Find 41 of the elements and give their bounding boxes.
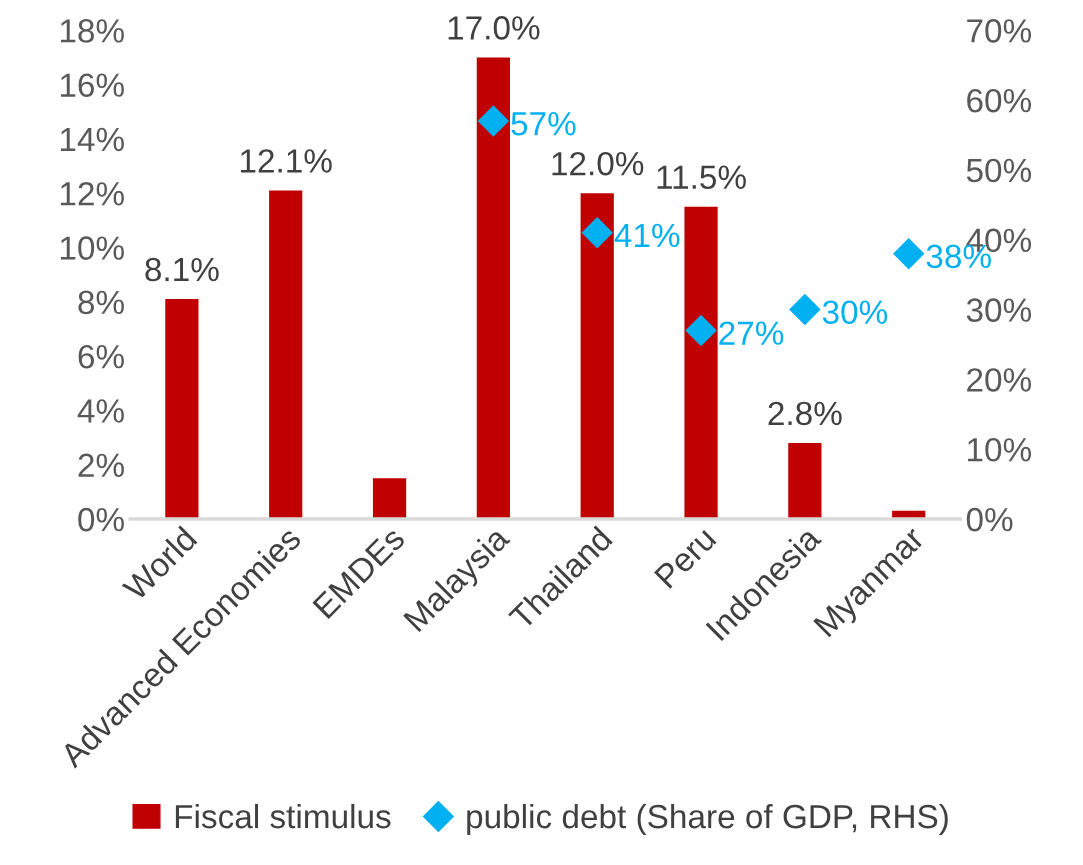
data-label: 12.0% bbox=[552, 151, 644, 176]
data-label: 17.0% bbox=[448, 16, 540, 40]
data-label: 41% bbox=[614, 223, 680, 248]
y-tick-label: 0% bbox=[78, 507, 124, 532]
legend-label: public debt (Share of GDP, RHS) bbox=[467, 803, 948, 835]
point bbox=[685, 315, 717, 346]
y-tick-label: 10% bbox=[60, 236, 124, 260]
bar bbox=[165, 299, 199, 519]
data-label: 27% bbox=[719, 321, 784, 345]
data-label: 11.5% bbox=[657, 165, 746, 190]
bar bbox=[788, 442, 822, 519]
data-label: 57% bbox=[511, 112, 576, 136]
y2-tick-label: 60% bbox=[967, 88, 1032, 113]
y2-tick-label: 10% bbox=[968, 437, 1032, 462]
bar bbox=[684, 206, 718, 519]
bar bbox=[476, 57, 510, 519]
point bbox=[477, 105, 509, 137]
y2-tick-label: 30% bbox=[966, 298, 1032, 322]
point bbox=[893, 238, 925, 270]
y-tick-label: 8% bbox=[78, 290, 124, 315]
y-tick-label: 4% bbox=[77, 399, 124, 423]
bar bbox=[269, 190, 303, 519]
y2-tick-label: 20% bbox=[967, 368, 1032, 392]
legend-label: Fiscal stimulus bbox=[175, 803, 391, 829]
y-tick-label: 12% bbox=[60, 181, 124, 206]
y2-tick-label: 0% bbox=[966, 507, 1013, 532]
point bbox=[581, 217, 613, 249]
bar bbox=[580, 193, 614, 519]
y-tick-label: 2% bbox=[78, 453, 124, 477]
point bbox=[789, 294, 821, 325]
y-tick-label: 14% bbox=[60, 127, 124, 152]
y2-tick-label: 70% bbox=[967, 19, 1032, 43]
data-label: 12.1% bbox=[241, 149, 332, 173]
bar bbox=[372, 478, 407, 519]
y2-tick-label: 50% bbox=[966, 158, 1032, 183]
y-tick-label: 18% bbox=[60, 19, 124, 43]
data-label: 30% bbox=[822, 300, 888, 325]
data-label: 2.8% bbox=[768, 401, 842, 426]
y-tick-label: 6% bbox=[78, 344, 124, 369]
data-label: 8.1% bbox=[145, 257, 219, 282]
y-tick-label: 16% bbox=[60, 73, 124, 97]
